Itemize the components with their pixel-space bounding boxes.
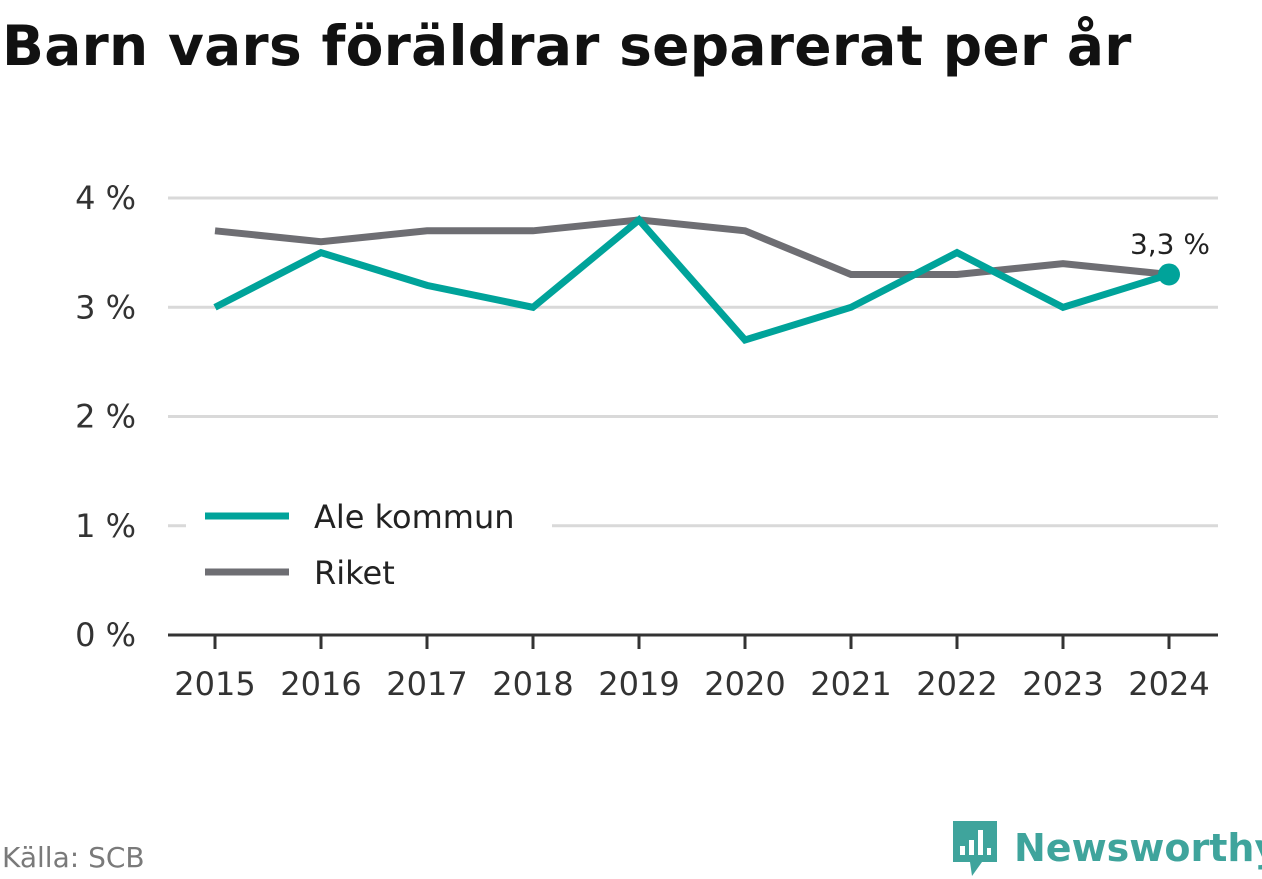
series-lines [213,215,1171,345]
series-line-ale-kommun [213,215,1171,345]
y-axis-tick-labels: 0 % 1 % 2 % 3 % 4 % [75,179,136,654]
newsworthy-logo-icon [953,821,997,876]
x-tick-label: 2019 [598,665,679,703]
legend-label: Ale kommun [314,498,515,536]
source-note: Källa: SCB [2,841,145,874]
x-axis [168,633,1218,649]
x-tick-label: 2024 [1128,665,1209,703]
x-tick-label: 2015 [174,665,255,703]
x-tick-label: 2023 [1022,665,1103,703]
legend: Ale kommun Riket [186,492,552,608]
end-point-label: 3,3 % [1130,227,1210,260]
end-point-marker [1158,263,1180,286]
y-tick-label: 2 % [75,398,136,436]
y-tick-label: 0 % [75,616,136,654]
legend-label: Riket [314,554,395,592]
y-tick-label: 4 % [75,179,136,217]
x-tick-label: 2018 [492,665,573,703]
series-line-riket [214,216,1170,278]
grid-lines [168,196,1218,528]
legend-background [186,492,552,608]
x-tick-label: 2016 [280,665,361,703]
y-tick-label: 3 % [75,288,136,326]
x-axis-tick-labels: 2015 2016 2017 2018 2019 2020 2021 2022 2023 2024 [174,665,1209,703]
y-tick-label: 1 % [75,507,136,545]
end-annotations: 3,3 % [1130,227,1210,286]
x-tick-label: 2022 [916,665,997,703]
x-tick-label: 2020 [704,665,785,703]
x-tick-label: 2017 [386,665,467,703]
brand-logo: Newsworthy [950,818,1262,878]
x-tick-label: 2021 [810,665,891,703]
chart-title: Barn vars föräldrar separerat per år [2,14,1132,78]
brand-name: Newsworthy [1014,826,1262,870]
